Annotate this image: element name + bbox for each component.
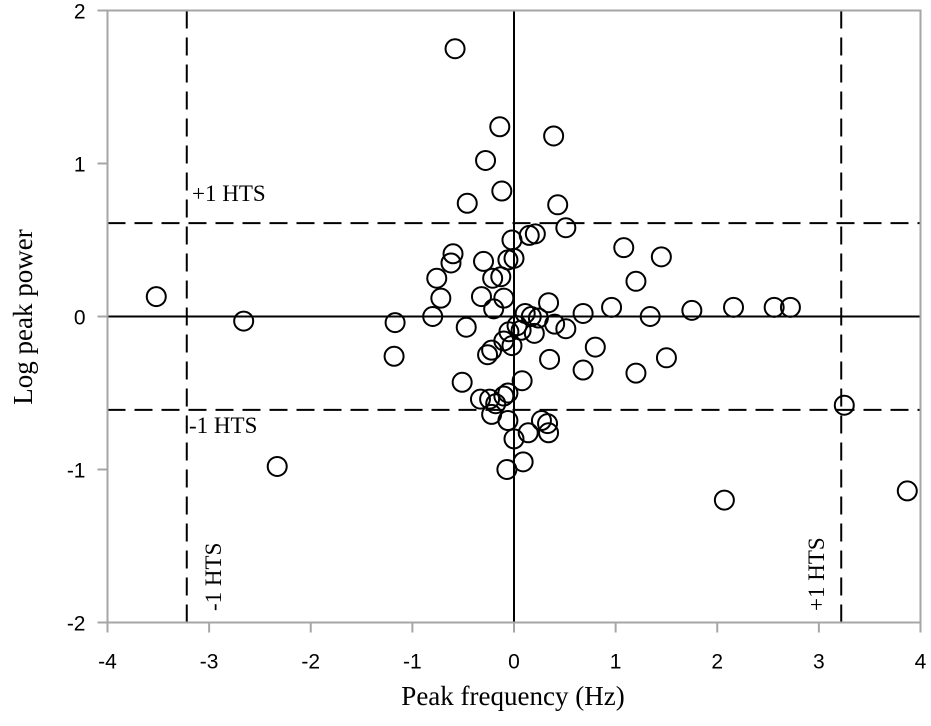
data-point [503, 247, 525, 269]
data-point [440, 252, 462, 274]
data-point [430, 287, 452, 309]
data-point [639, 306, 661, 327]
data-point [475, 149, 497, 171]
data-point [524, 223, 546, 245]
y-axis-title: Log peak power [8, 229, 38, 404]
y-tick-label: -1 [67, 460, 86, 483]
data-point [493, 385, 515, 407]
lower-freq-threshold-label: -1 HTS [201, 543, 226, 611]
data-point [501, 229, 523, 251]
data-point [473, 250, 495, 272]
data-point [497, 382, 519, 404]
data-point [493, 287, 515, 309]
x-tick-label: -3 [200, 651, 219, 674]
data-point [523, 322, 545, 344]
data-points [145, 38, 918, 511]
x-tick-label: -1 [403, 651, 422, 674]
data-point [384, 312, 406, 334]
y-axis-ticks: -2 -1 0 1 2 [67, 1, 108, 636]
data-point [501, 335, 523, 357]
data-point [426, 267, 448, 289]
data-point [543, 125, 565, 147]
x-tick-label: 0 [508, 651, 520, 674]
data-point [477, 344, 499, 366]
data-point [650, 246, 672, 268]
upper-freq-threshold-label: +1 HTS [804, 537, 829, 611]
data-point [145, 286, 167, 308]
data-point [517, 422, 539, 444]
data-point [572, 359, 594, 381]
data-point [511, 370, 533, 392]
x-axis-ticks: -4 -3 -2 -1 0 1 2 3 4 [98, 622, 927, 674]
data-point [512, 451, 534, 473]
data-point [483, 298, 505, 320]
data-point [482, 267, 504, 289]
y-tick-label: -2 [67, 613, 86, 636]
data-point [266, 455, 288, 477]
data-point [442, 243, 464, 265]
x-tick-label: 2 [711, 651, 723, 674]
y-tick-label: 1 [74, 154, 86, 177]
data-point [655, 347, 677, 369]
data-point [713, 489, 735, 511]
data-point [497, 410, 519, 432]
data-point [833, 394, 855, 416]
data-point [456, 192, 478, 214]
data-point [763, 296, 785, 318]
data-point [503, 428, 525, 450]
data-point [613, 237, 635, 259]
data-point [555, 318, 577, 340]
data-point [538, 292, 560, 314]
data-point [537, 413, 559, 435]
data-point [455, 316, 477, 338]
data-point [547, 194, 569, 216]
data-point [451, 371, 473, 393]
data-point [625, 270, 647, 292]
data-point [485, 393, 507, 415]
data-point [779, 296, 801, 318]
data-point [422, 306, 444, 327]
data-point [723, 296, 745, 318]
x-tick-label: 1 [610, 651, 622, 674]
data-point [444, 38, 466, 60]
x-tick-label: 3 [813, 651, 825, 674]
data-point [601, 296, 623, 318]
data-point [681, 299, 703, 321]
y-tick-label: 2 [74, 1, 86, 24]
data-point [470, 286, 492, 308]
data-point [481, 339, 503, 361]
x-tick-label: -2 [301, 651, 320, 674]
data-point [538, 422, 560, 444]
x-tick-label: -4 [98, 651, 117, 674]
data-point [510, 319, 532, 341]
data-point [539, 348, 561, 370]
data-point [233, 310, 255, 332]
data-point [489, 116, 511, 138]
data-point [572, 302, 594, 324]
data-point [896, 480, 918, 502]
y-tick-label: 0 [74, 307, 86, 330]
data-point [490, 266, 512, 288]
data-point [584, 336, 606, 358]
data-point [383, 345, 405, 367]
data-point [625, 362, 647, 384]
x-axis-title: Peak frequency (Hz) [401, 681, 624, 711]
x-tick-label: 4 [915, 651, 927, 674]
lower-power-threshold-label: -1 HTS [189, 413, 257, 438]
data-point [491, 180, 513, 202]
data-point [555, 217, 577, 239]
data-point [479, 388, 501, 410]
upper-power-threshold-label: +1 HTS [192, 181, 266, 206]
data-point [469, 388, 491, 410]
data-point [544, 313, 566, 335]
data-point [506, 315, 528, 337]
